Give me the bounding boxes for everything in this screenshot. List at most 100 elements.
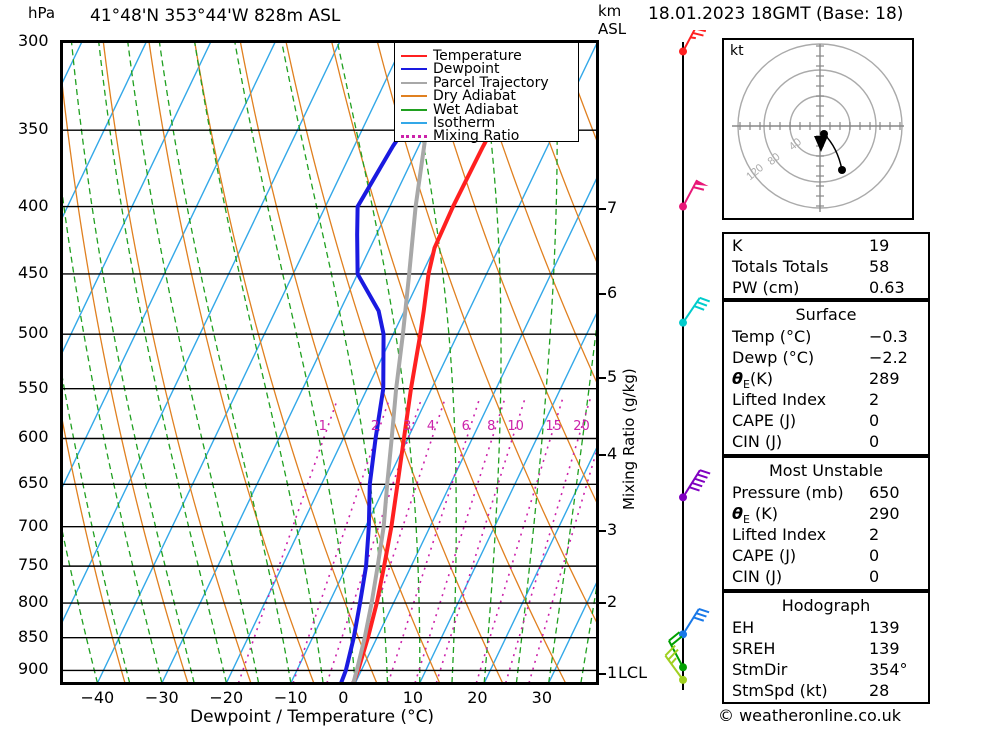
pressure-tick: 300 — [18, 31, 49, 50]
mixing-ratio-label: 4 — [426, 419, 436, 435]
mixing-ratio-label: 15 — [545, 419, 562, 435]
legend-label: Parcel Trajectory — [433, 74, 549, 91]
height-tick-mark — [597, 529, 606, 532]
panel-row-value: 139 — [869, 618, 900, 637]
most-unstable-title: Most Unstable — [769, 461, 883, 480]
mixing-ratio-label: 6 — [461, 419, 470, 435]
panel-row-value: 2 — [869, 390, 880, 409]
height-tick-mark — [597, 454, 606, 457]
height-unit-label-2: ASL — [598, 20, 627, 38]
pressure-tick: 750 — [18, 555, 49, 575]
legend-label: Mixing Ratio — [433, 128, 520, 145]
most-unstable-panel: Most Unstable Pressure (mb) 650 θE (K) 290 L… — [722, 456, 930, 591]
height-tick: 7 — [607, 198, 618, 218]
legend-swatch — [401, 81, 427, 84]
panel-row-value: 289 — [869, 369, 900, 388]
indices-panel: K 19 Totals Totals 58 PW (cm) 0.63 — [722, 232, 930, 300]
height-tick-mark — [597, 672, 606, 675]
pressure-tick: 550 — [18, 377, 49, 397]
panel-row-value: 58 — [869, 257, 890, 276]
panel-row-value: 290 — [869, 504, 900, 523]
mixing-ratio-label: 1 — [318, 419, 327, 435]
legend-label: Dewpoint — [433, 61, 500, 78]
panel-row-label: θE(K) — [732, 369, 773, 392]
panel-row-label: Totals Totals — [732, 257, 829, 276]
panel-row-label: StmDir — [732, 660, 788, 679]
height-tick-mark — [597, 292, 606, 295]
panel-row-label: K — [732, 236, 743, 255]
panel-row-label: Lifted Index — [732, 390, 827, 409]
hodograph-unit-label: kt — [730, 43, 744, 59]
panel-row-value: 19 — [869, 236, 890, 255]
panel-row-label: PW (cm) — [732, 278, 800, 297]
temperature-tick: −10 — [273, 688, 308, 707]
height-tick: 2 — [607, 592, 618, 612]
height-tick-mark — [597, 208, 606, 211]
y-axis-right-label: Mixing Ratio (g/kg) — [620, 368, 638, 510]
panel-row-label: Lifted Index — [732, 525, 827, 544]
pressure-tick: 800 — [18, 592, 49, 612]
panel-row-value: 0 — [869, 411, 880, 430]
panel-row-value: 650 — [869, 483, 900, 502]
legend: Temperature Dewpoint Parcel Trajectory Dry … — [394, 42, 579, 145]
panel-row-value: −2.2 — [869, 348, 908, 367]
pressure-tick: 850 — [18, 626, 49, 646]
legend-swatch — [401, 95, 427, 98]
pressure-tick: 500 — [18, 323, 49, 343]
panel-row-value: 0 — [869, 567, 880, 586]
surface-panel: Surface Temp (°C) −0.3 Dewp (°C) −2.2 θE(K) 2… — [722, 300, 930, 456]
panel-row-label: Pressure (mb) — [732, 483, 844, 502]
mixing-ratio-label: 2 — [370, 419, 380, 435]
mixing-ratio-label: 8 — [487, 419, 496, 435]
panel-row-value: 28 — [869, 681, 890, 700]
profile-dewpoint — [339, 42, 468, 683]
height-tick-mark — [597, 602, 606, 605]
height-tick-mark — [597, 377, 606, 380]
mixing-ratio-label: 10 — [507, 419, 524, 435]
pressure-tick: 450 — [18, 262, 49, 282]
legend-swatch — [401, 68, 427, 71]
temperature-tick: −40 — [80, 688, 115, 707]
panel-row-label: CIN (J) — [732, 432, 783, 451]
surface-title: Surface — [795, 305, 857, 324]
legend-swatch — [401, 55, 427, 57]
panel-row-label: θE (K) — [732, 504, 779, 527]
panel-row-value: 0.63 — [869, 278, 905, 297]
panel-row-value: 2 — [869, 525, 880, 544]
pressure-tick: 600 — [18, 427, 49, 447]
height-unit-label: km — [598, 2, 622, 20]
height-tick: 1 — [607, 662, 618, 682]
svg-text:40: 40 — [787, 136, 804, 153]
panel-row-label: EH — [732, 618, 755, 637]
hodograph-panel: 40 80 120 kt — [722, 38, 914, 220]
panel-row-value: −0.3 — [869, 327, 908, 346]
panel-row-label: CIN (J) — [732, 567, 783, 586]
temperature-tick: 10 — [402, 688, 424, 707]
date-title: 18.01.2023 18GMT (Base: 18) — [648, 4, 904, 24]
hodograph-stats-panel: Hodograph EH 139 SREH 139 StmDir 354° StmSpd (… — [722, 591, 930, 704]
copyright: © weatheronline.co.uk — [718, 706, 901, 725]
skewt-plot — [62, 42, 597, 683]
panel-row-value: 0 — [869, 432, 880, 451]
pressure-tick: 900 — [18, 659, 49, 679]
wind-barb-column — [650, 30, 716, 700]
mixing-ratio-label: 3 — [403, 419, 412, 435]
height-tick: 6 — [607, 282, 618, 302]
pressure-tick: 700 — [18, 515, 49, 535]
pressure-tick: 400 — [18, 195, 49, 215]
legend-label: Temperature — [433, 48, 522, 64]
temperature-tick: 20 — [467, 688, 488, 707]
pressure-tick: 650 — [18, 473, 49, 493]
temperature-tick: −30 — [144, 688, 179, 707]
panel-row-label: SREH — [732, 639, 776, 658]
panel-row-label: Dewp (°C) — [732, 348, 815, 367]
profile-temperature — [351, 42, 542, 683]
height-tick: 3 — [607, 519, 618, 539]
temperature-tick: −20 — [209, 688, 244, 707]
height-tick: 5 — [607, 367, 618, 387]
x-axis-label: Dewpoint / Temperature (°C) — [190, 707, 435, 727]
legend-swatch — [401, 108, 427, 111]
pressure-tick: 350 — [18, 119, 49, 139]
mixing-ratio-label: 20 — [573, 419, 590, 435]
legend-label: Wet Adiabat — [433, 101, 519, 118]
